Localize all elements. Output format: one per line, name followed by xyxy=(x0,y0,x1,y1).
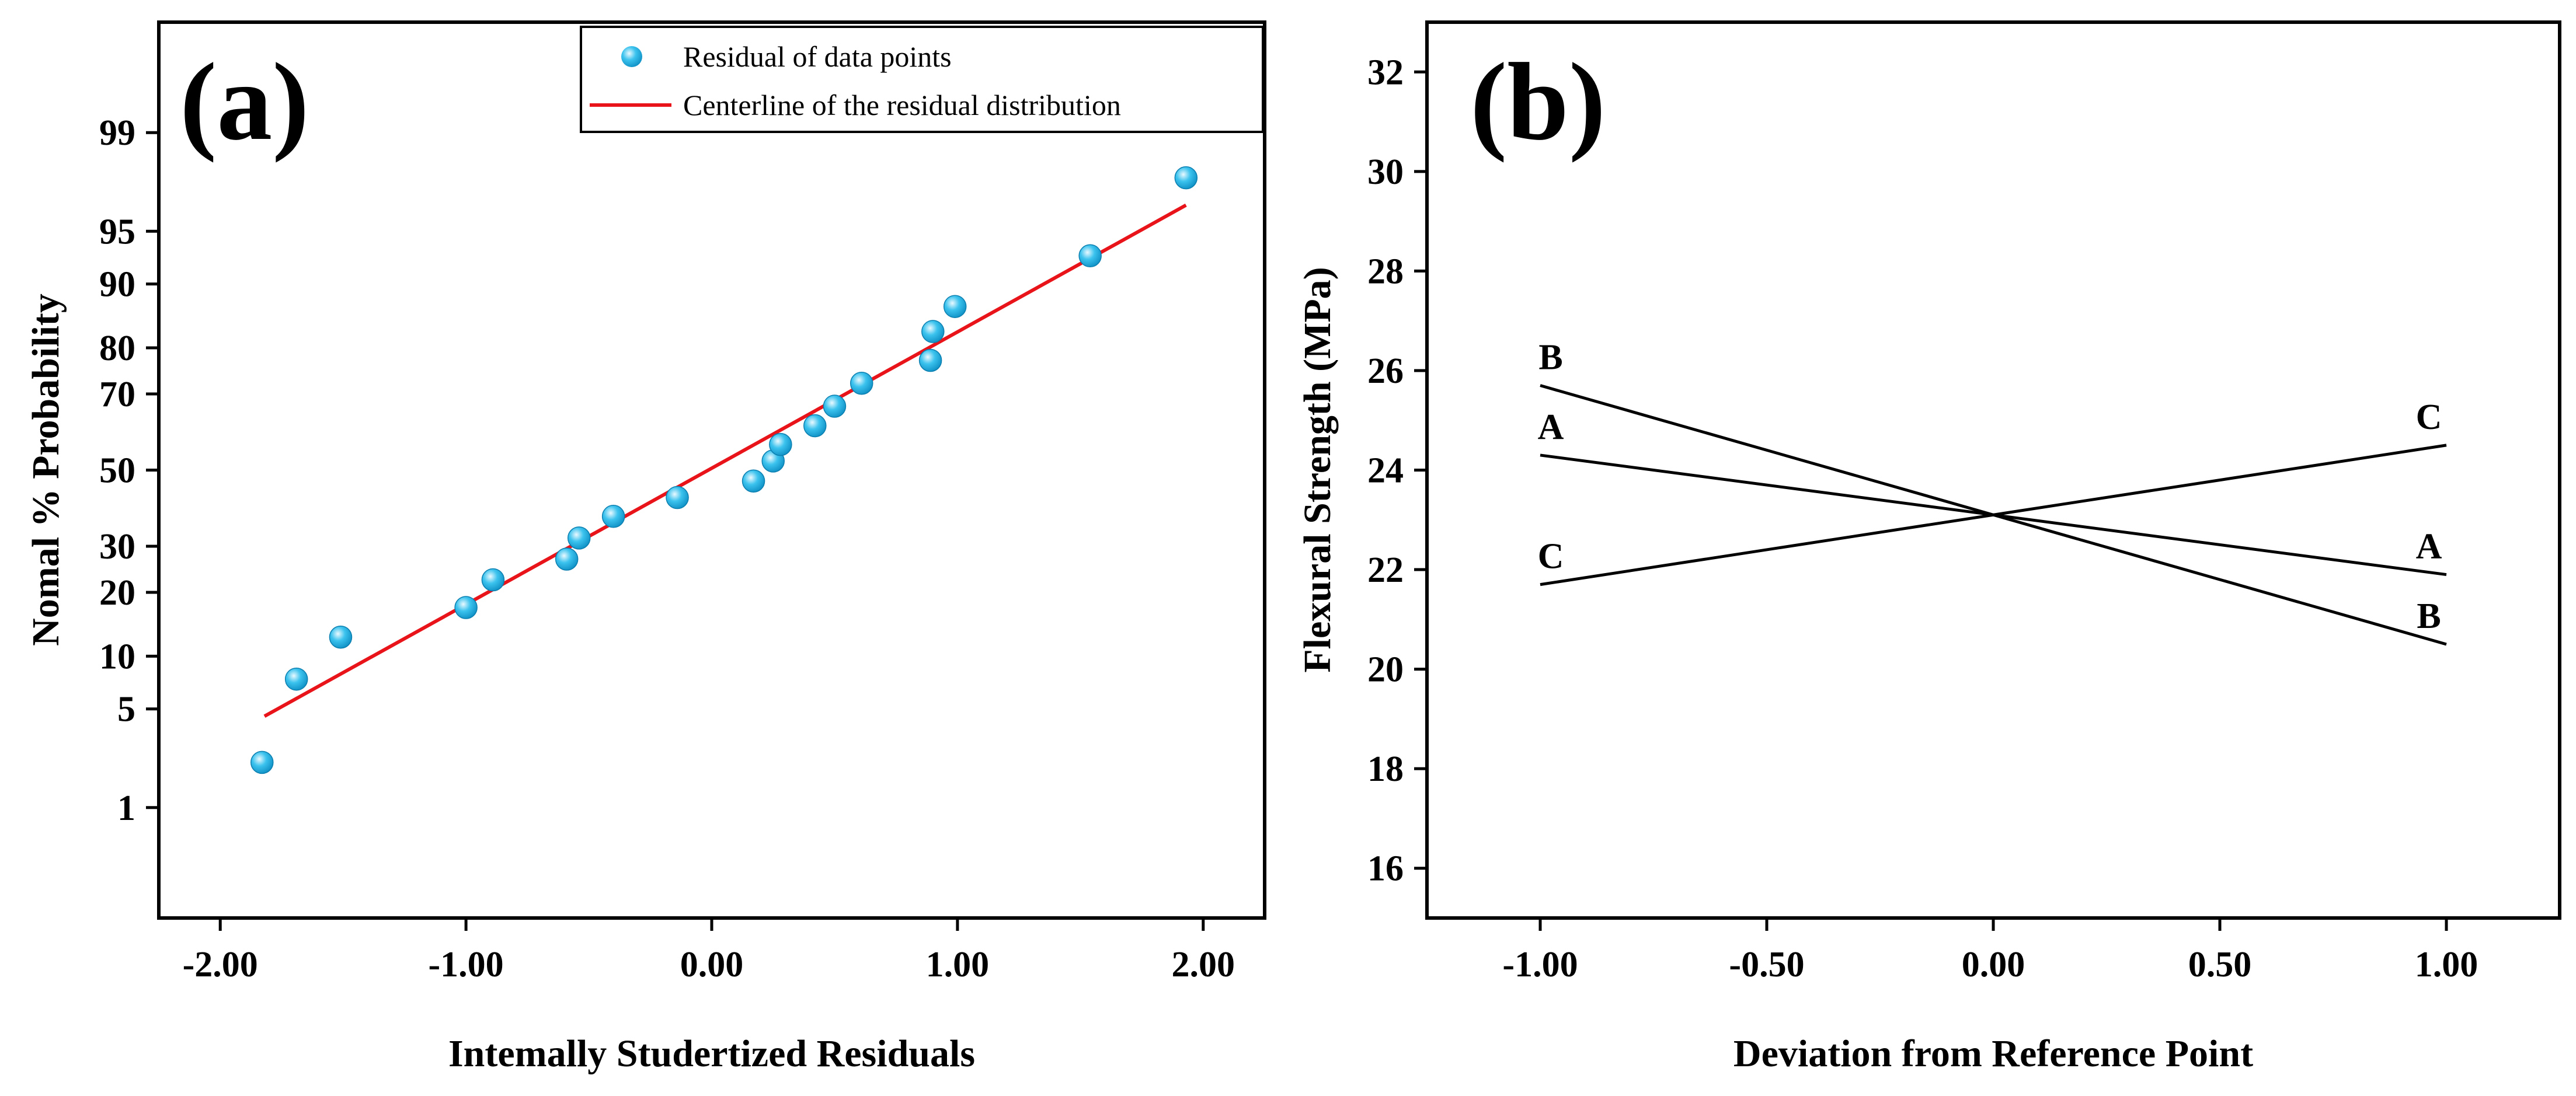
line-label-start-c: C xyxy=(1538,537,1564,577)
residual-point xyxy=(454,596,478,619)
y-tick-label-a: 20 xyxy=(99,573,135,613)
residual-point xyxy=(1174,166,1198,190)
residual-point xyxy=(1078,244,1102,268)
y-tick-label-a: 50 xyxy=(99,451,135,491)
line-label-end-b: B xyxy=(2417,596,2441,636)
x-axis-label-b: Deviation from Reference Point xyxy=(1733,1032,2253,1075)
y-tick-label-a: 30 xyxy=(99,527,135,567)
panel-a: (a) 1 5 10 20 30 50 70 80 90 95 99 -2.00 -1.00 0.00 1… xyxy=(25,20,1266,1075)
residual-point xyxy=(823,395,847,418)
x-tick-label-a: -2.00 xyxy=(183,945,258,985)
y-tick-label-b: 24 xyxy=(1367,451,1404,491)
x-axis-b: -1.00 -0.50 0.00 0.50 1.00 xyxy=(1502,918,2478,985)
x-tick-label-b: -0.50 xyxy=(1729,945,1804,985)
residual-point xyxy=(769,432,792,456)
y-tick-label-a: 10 xyxy=(99,637,135,676)
y-tick-label-a: 5 xyxy=(117,690,135,729)
legend-point-marker xyxy=(621,46,642,67)
x-tick-label-b: -1.00 xyxy=(1502,945,1578,985)
line-label-end-c: C xyxy=(2416,397,2442,437)
x-axis-label-a: Intemally Studertized Residuals xyxy=(448,1032,975,1075)
y-tick-label-b: 16 xyxy=(1367,849,1404,889)
y-tick-label-b: 18 xyxy=(1367,749,1404,789)
residual-point xyxy=(481,568,505,592)
y-tick-label-b: 22 xyxy=(1367,550,1404,590)
y-axis-b: 16 18 20 22 24 26 28 30 32 xyxy=(1367,53,1427,889)
residual-points-layer xyxy=(250,166,1198,774)
centerline-layer xyxy=(263,203,1187,718)
x-tick-label-a: -1.00 xyxy=(429,945,504,985)
y-tick-label-b: 32 xyxy=(1367,53,1404,92)
panel-label-b: (b) xyxy=(1470,41,1606,163)
line-label-end-a: A xyxy=(2416,527,2442,567)
y-axis-label-b: Flexural Strength (MPa) xyxy=(1296,267,1339,672)
y-tick-label-a: 99 xyxy=(99,113,135,153)
legend-a: Residual of data points Centerline of th… xyxy=(580,26,1264,133)
x-tick-label-b: 0.50 xyxy=(2188,945,2252,985)
legend-box xyxy=(580,26,1264,133)
residual-point xyxy=(555,547,579,571)
centerline xyxy=(263,203,1187,718)
y-tick-label-b: 20 xyxy=(1367,650,1404,690)
y-tick-label-b: 26 xyxy=(1367,351,1404,391)
residual-point xyxy=(329,626,353,649)
x-axis-a: -2.00 -1.00 0.00 1.00 2.00 xyxy=(183,918,1235,985)
residual-point xyxy=(850,372,873,395)
effect-line-c xyxy=(1540,444,2447,587)
y-axis-a: 1 5 10 20 30 50 70 80 90 95 99 xyxy=(99,113,159,828)
y-tick-label-a: 1 xyxy=(117,788,135,828)
panel-label-a: (a) xyxy=(180,41,309,163)
y-tick-label-a: 95 xyxy=(99,212,135,252)
x-tick-label-a: 0.00 xyxy=(680,945,744,985)
legend-label-points: Residual of data points xyxy=(683,40,952,73)
y-tick-label-a: 70 xyxy=(99,375,135,414)
residual-point xyxy=(918,348,942,372)
x-tick-label-b: 0.00 xyxy=(1962,945,2025,985)
y-axis-label-a: Nomal % Probability xyxy=(25,294,67,646)
residual-point xyxy=(601,505,625,528)
residual-point xyxy=(567,526,591,550)
residual-point xyxy=(921,320,945,343)
residual-point xyxy=(943,295,967,318)
panel-b: (b) 16 18 20 22 24 26 28 30 32 -1.00 -0.50 0.00 0.5… xyxy=(1296,20,2561,1075)
legend-label-centerline: Centerline of the residual distribution xyxy=(683,89,1121,121)
line-label-start-a: A xyxy=(1538,407,1564,447)
residual-point xyxy=(742,469,765,493)
residual-point xyxy=(284,667,308,691)
residual-point xyxy=(803,414,827,438)
x-tick-label-a: 1.00 xyxy=(926,945,990,985)
y-tick-label-a: 80 xyxy=(99,329,135,368)
y-tick-label-a: 90 xyxy=(99,265,135,305)
y-tick-label-b: 28 xyxy=(1367,252,1404,291)
x-tick-label-a: 2.00 xyxy=(1172,945,1235,985)
residual-point xyxy=(666,486,689,509)
line-label-start-b: B xyxy=(1538,338,1562,378)
y-tick-label-b: 30 xyxy=(1367,152,1404,192)
x-tick-label-b: 1.00 xyxy=(2415,945,2478,985)
residual-point xyxy=(250,751,274,774)
